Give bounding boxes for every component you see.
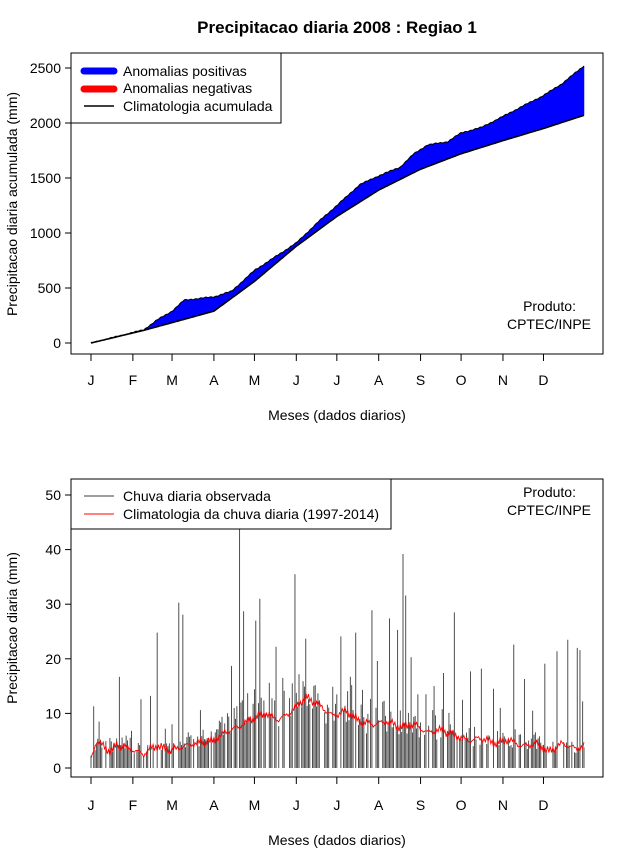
daily-product-source: CPTEC/INPE <box>507 502 591 518</box>
accumulated-legend: Anomalias positivas Anomalias negativas … <box>70 52 282 124</box>
daily-product-label: Produto: <box>523 484 576 500</box>
daily-legend: Chuva diaria observada Climatologia da c… <box>70 478 392 530</box>
y-tick-label: 10 <box>45 705 61 721</box>
y-tick-label: 2500 <box>30 60 61 76</box>
daily-climatology-layer <box>90 692 585 759</box>
y-tick-label: 1500 <box>30 170 61 186</box>
x-tick-label: A <box>209 372 219 388</box>
climatology-accumulated-line <box>90 114 585 344</box>
legend-label-positive: Anomalias positivas <box>123 63 247 79</box>
x-tick-label: F <box>129 372 138 388</box>
y-tick-label: 20 <box>45 651 61 667</box>
legend-label-observed: Chuva diaria observada <box>123 488 271 504</box>
x-tick-label: S <box>416 797 425 813</box>
accumulated-axis-ticks: 0 500 1000 1500 2000 2500 J F M A M J J A S O N D <box>30 60 549 388</box>
observed-accumulated-line <box>90 65 585 344</box>
x-tick-label: J <box>333 797 340 813</box>
x-tick-label: J <box>88 372 95 388</box>
x-tick-label: D <box>538 372 548 388</box>
y-tick-label: 40 <box>45 542 61 558</box>
legend-label-negative: Anomalias negativas <box>123 80 252 96</box>
accumulated-product-source: CPTEC/INPE <box>507 316 591 332</box>
x-tick-label: D <box>538 797 548 813</box>
y-tick-label: 0 <box>53 335 61 351</box>
legend-label-clim-daily: Climatologia da chuva diaria (1997-2014) <box>123 506 379 522</box>
x-tick-label: J <box>88 797 95 813</box>
accumulated-area-layer <box>90 65 585 344</box>
y-tick-label: 500 <box>38 280 62 296</box>
daily-observed-bars <box>90 528 585 768</box>
x-tick-label: O <box>456 372 467 388</box>
x-tick-label: J <box>293 797 300 813</box>
y-tick-label: 30 <box>45 596 61 612</box>
accumulated-plot-frame <box>70 52 604 355</box>
x-tick-label: N <box>498 797 508 813</box>
x-tick-label: M <box>249 372 261 388</box>
accumulated-y-axis-label: Precipitacao diaria acumulada (mm) <box>4 92 20 316</box>
x-tick-label: O <box>456 797 467 813</box>
y-tick-label: 1000 <box>30 225 61 241</box>
x-tick-label: J <box>333 372 340 388</box>
y-tick-label: 0 <box>53 760 61 776</box>
accumulated-legend-box <box>70 52 282 124</box>
x-tick-label: A <box>374 372 384 388</box>
x-tick-label: S <box>416 372 425 388</box>
daily-axis-ticks: 0 10 20 30 40 50 J F M A M J J A S O N D <box>45 487 548 813</box>
daily-x-axis-label: Meses (dados diarios) <box>268 832 406 848</box>
x-tick-label: M <box>166 797 178 813</box>
y-tick-label: 2000 <box>30 115 61 131</box>
x-tick-label: J <box>293 372 300 388</box>
x-tick-label: A <box>209 797 219 813</box>
x-tick-label: A <box>374 797 384 813</box>
climatology-daily-line <box>90 692 585 759</box>
daily-chart: 0 10 20 30 40 50 J F M A M J J A S O N D Meses (dados dia… <box>4 478 604 848</box>
x-tick-label: M <box>166 372 178 388</box>
chart-title: Precipitacao diaria 2008 : Regiao 1 <box>197 18 477 37</box>
accumulated-x-axis-label: Meses (dados diarios) <box>268 407 406 423</box>
x-tick-label: F <box>129 797 138 813</box>
x-tick-label: M <box>249 797 261 813</box>
y-tick-label: 50 <box>45 487 61 503</box>
legend-label-climatology: Climatologia acumulada <box>123 98 273 114</box>
accumulated-chart: 0 500 1000 1500 2000 2500 J F M A M J J A S O N D Meses (… <box>4 52 604 423</box>
accumulated-product-label: Produto: <box>523 298 576 314</box>
daily-y-axis-label: Precipitacao diaria (mm) <box>4 552 20 704</box>
daily-legend-box <box>70 478 392 530</box>
x-tick-label: N <box>498 372 508 388</box>
